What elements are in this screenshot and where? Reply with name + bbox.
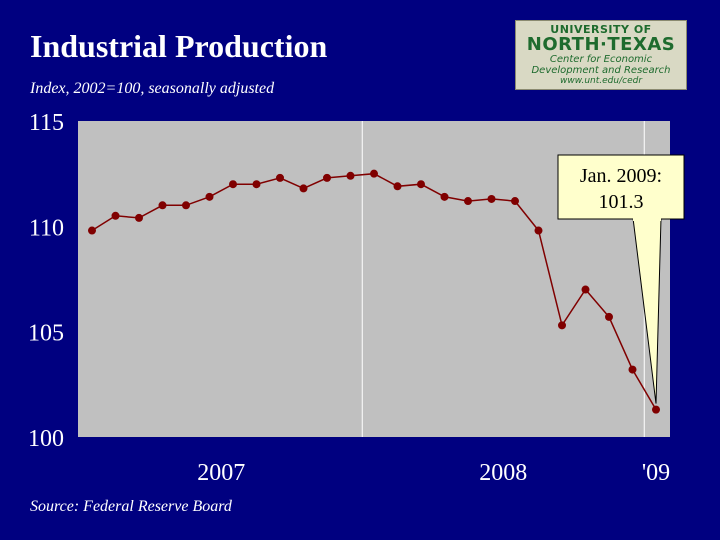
data-point — [182, 201, 190, 210]
logo-line-1: UNIVERSITY OF — [550, 23, 652, 36]
data-point — [440, 192, 449, 201]
slide-title: Industrial Production — [30, 28, 328, 64]
data-point — [252, 180, 261, 189]
callout-box — [557, 154, 685, 220]
data-point — [581, 285, 590, 294]
chart-subtitle: Index, 2002=100, seasonally adjusted — [30, 80, 275, 97]
y-axis: 100 105 110 115 — [28, 110, 64, 452]
x-tick-label: '09 — [642, 460, 670, 486]
data-point — [88, 226, 96, 235]
data-point — [487, 194, 496, 203]
data-point — [135, 213, 143, 222]
logo-line-3: Center for Economic — [549, 54, 653, 65]
data-point — [299, 184, 308, 193]
annotation-callout: Jan. 2009: 101.3 — [557, 154, 685, 404]
data-point — [652, 405, 660, 414]
logo-line-2: NORTH·TEXAS — [526, 34, 676, 55]
data-point — [628, 365, 637, 374]
data-point — [393, 182, 402, 191]
data-point — [346, 171, 355, 180]
data-point — [605, 312, 613, 321]
data-point — [158, 201, 167, 210]
y-tick-label: 100 — [28, 426, 64, 452]
callout-line-2: 101.3 — [599, 191, 644, 213]
data-point — [323, 173, 331, 182]
unt-cedr-logo: UNIVERSITY OF NORTH·TEXAS Center for Eco… — [515, 20, 687, 90]
x-axis: 2007 2008 '09 — [197, 460, 670, 486]
source-note: Source: Federal Reserve Board — [30, 498, 232, 515]
data-point — [464, 197, 472, 206]
data-point — [276, 173, 284, 182]
y-tick-label: 115 — [29, 110, 64, 136]
data-point — [111, 211, 120, 220]
data-points — [88, 169, 660, 414]
data-point — [558, 321, 566, 330]
x-tick-label: 2007 — [197, 460, 245, 486]
data-point — [511, 197, 519, 206]
data-point — [534, 226, 543, 235]
x-tick-label: 2008 — [479, 460, 527, 486]
data-point — [205, 192, 214, 201]
callout-joint — [633, 217, 661, 221]
data-point — [417, 180, 425, 189]
logo-line-4: Development and Research — [531, 65, 671, 76]
logo-line-5: www.unt.edu/cedr — [559, 76, 643, 86]
y-tick-label: 105 — [28, 321, 64, 347]
callout-line-1: Jan. 2009: — [580, 165, 662, 187]
y-tick-label: 110 — [29, 215, 64, 241]
data-point — [229, 180, 237, 189]
data-point — [370, 169, 378, 178]
